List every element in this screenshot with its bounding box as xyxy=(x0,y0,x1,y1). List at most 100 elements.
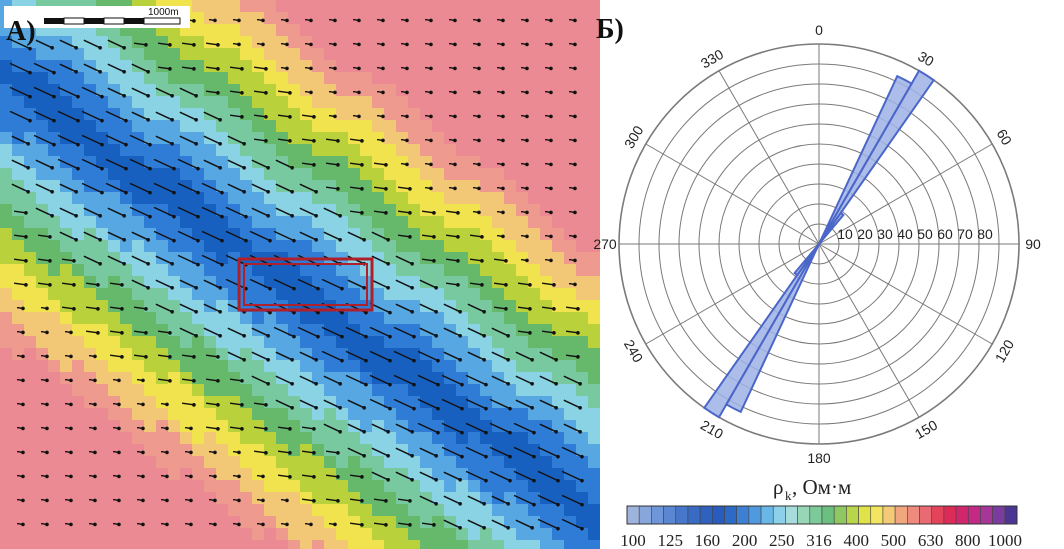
map-cell xyxy=(576,516,588,528)
map-cell xyxy=(96,348,108,360)
map-cell xyxy=(564,108,576,120)
map-cell xyxy=(432,432,444,444)
map-cell xyxy=(24,528,36,540)
map-cell xyxy=(180,264,192,276)
direction-arrow xyxy=(373,522,387,526)
map-cell xyxy=(336,108,348,120)
map-cell xyxy=(156,336,168,348)
map-cell xyxy=(396,492,408,504)
map-cell xyxy=(120,72,132,84)
map-cell xyxy=(12,504,24,516)
direction-arrow-head xyxy=(338,382,342,386)
colorbar-swatch xyxy=(626,505,640,525)
map-cell xyxy=(492,156,504,168)
map-cell xyxy=(132,396,144,408)
map-cell xyxy=(240,384,252,396)
colorbar-swatch xyxy=(772,505,786,525)
direction-arrow xyxy=(205,42,219,46)
direction-arrow xyxy=(541,330,555,334)
direction-arrow-head xyxy=(549,186,553,191)
map-cell xyxy=(108,456,120,468)
direction-arrow-head xyxy=(532,430,536,435)
map-cell xyxy=(564,504,576,516)
map-cell xyxy=(132,480,144,492)
map-cell xyxy=(396,96,408,108)
colorbar xyxy=(626,505,1018,525)
map-cell xyxy=(132,36,144,48)
map-cell xyxy=(252,108,264,120)
map-cell xyxy=(96,144,108,156)
map-cell xyxy=(444,408,456,420)
direction-arrow-head xyxy=(453,66,457,71)
map-cell xyxy=(144,540,156,549)
map-cell xyxy=(240,468,252,480)
map-cell xyxy=(180,288,192,300)
map-cell xyxy=(228,132,240,144)
map-cell xyxy=(216,264,228,276)
map-cell xyxy=(348,408,360,420)
map-cell xyxy=(12,228,24,240)
map-cell xyxy=(396,60,408,72)
direction-arrow-head xyxy=(405,90,409,95)
map-cell xyxy=(396,120,408,132)
map-cell xyxy=(12,144,24,156)
map-cell xyxy=(180,384,192,396)
map-cell xyxy=(72,504,84,516)
map-cell xyxy=(420,180,432,192)
direction-arrow-head xyxy=(576,331,580,335)
direction-arrow-head xyxy=(312,139,316,143)
map-cell xyxy=(492,132,504,144)
map-cell xyxy=(300,360,312,372)
direction-arrow-head xyxy=(141,378,145,383)
direction-arrow xyxy=(275,159,293,169)
map-cell xyxy=(252,444,264,456)
scale-bar-label: 1000m xyxy=(148,7,179,18)
map-cell xyxy=(120,156,132,168)
direction-arrow xyxy=(539,375,557,385)
map-cell xyxy=(324,264,336,276)
map-cell xyxy=(204,252,216,264)
direction-arrow-head xyxy=(141,474,145,479)
direction-arrow xyxy=(301,474,315,478)
map-cell xyxy=(492,420,504,432)
map-cell xyxy=(468,516,480,528)
map-cell xyxy=(180,408,192,420)
map-cell xyxy=(96,156,108,168)
map-cell xyxy=(348,24,360,36)
direction-arrow-head xyxy=(196,166,200,171)
map-cell xyxy=(480,84,492,96)
map-cell xyxy=(540,24,552,36)
direction-arrow-head xyxy=(72,259,76,263)
direction-arrow-head xyxy=(338,430,342,434)
map-cell xyxy=(12,528,24,540)
map-cell xyxy=(528,24,540,36)
direction-arrow-head xyxy=(405,138,409,143)
map-cell xyxy=(348,468,360,480)
map-cell xyxy=(84,96,96,108)
map-cell xyxy=(576,492,588,504)
map-cell xyxy=(396,516,408,528)
map-cell xyxy=(180,492,192,504)
map-cell xyxy=(408,0,420,12)
map-cell xyxy=(552,12,564,24)
map-cell xyxy=(192,492,204,504)
map-cell xyxy=(564,36,576,48)
map-cell xyxy=(468,24,480,36)
map-cell xyxy=(540,384,552,396)
map-cell xyxy=(420,204,432,216)
direction-arrow-head xyxy=(405,114,409,119)
map-cell xyxy=(576,48,588,60)
map-cell xyxy=(156,408,168,420)
map-cell xyxy=(96,84,108,96)
direction-arrow xyxy=(561,446,583,458)
map-cell xyxy=(0,300,12,312)
direction-arrow-head xyxy=(141,450,145,455)
map-cell xyxy=(60,492,72,504)
map-cell xyxy=(264,216,276,228)
direction-arrow-head xyxy=(240,91,244,95)
map-cell xyxy=(180,108,192,120)
direction-arrow-head xyxy=(120,331,124,335)
direction-arrow-head xyxy=(410,286,414,290)
direction-arrow-head xyxy=(266,334,270,338)
direction-arrow xyxy=(393,350,415,362)
